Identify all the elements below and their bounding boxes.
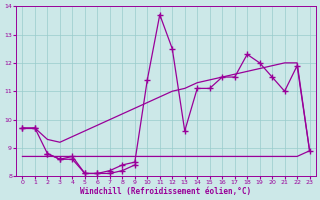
X-axis label: Windchill (Refroidissement éolien,°C): Windchill (Refroidissement éolien,°C) bbox=[80, 187, 252, 196]
